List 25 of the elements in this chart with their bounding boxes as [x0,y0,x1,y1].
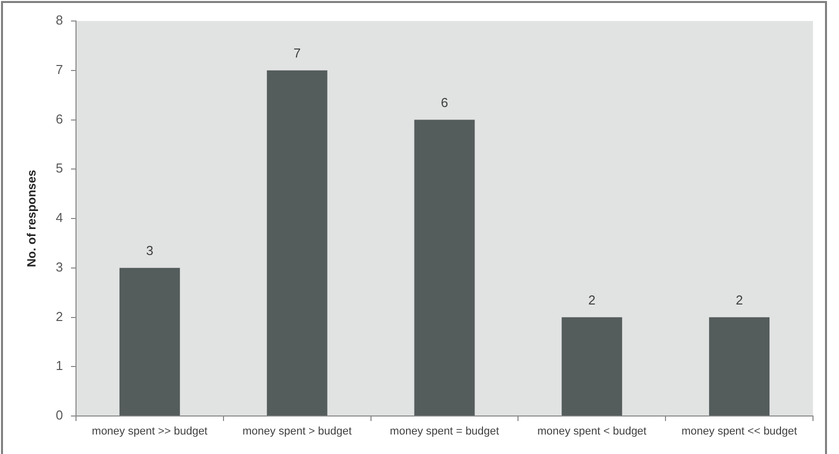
y-tick-label: 8 [56,12,63,28]
data-label: 7 [293,45,301,60]
bar [562,317,622,416]
bar [266,70,328,416]
data-label: 6 [440,94,448,110]
x-tick-label: money spent = budget [390,426,500,438]
y-tick-label: 5 [56,160,63,176]
x-tick-label: money spent << budget [682,426,798,438]
x-tick-label: money spent > budget [242,426,352,438]
y-tick-label: 1 [56,358,63,374]
y-tick-label: 2 [56,308,63,324]
bar [119,268,180,416]
bar [414,120,475,416]
y-tick-label: 4 [56,210,63,226]
y-tick-label: 6 [56,111,63,126]
x-tick-label: money spent < budget [537,426,646,438]
bar [709,317,770,416]
data-label: 3 [146,242,154,258]
data-label: 2 [588,292,596,308]
data-label: 2 [736,292,743,308]
x-tick-label: money spent >> budget [92,426,208,438]
y-tick-label: 3 [56,259,63,274]
y-tick-label: 7 [56,62,63,77]
y-axis-title: No. of responses [24,170,39,268]
y-tick-label: 0 [56,408,63,423]
